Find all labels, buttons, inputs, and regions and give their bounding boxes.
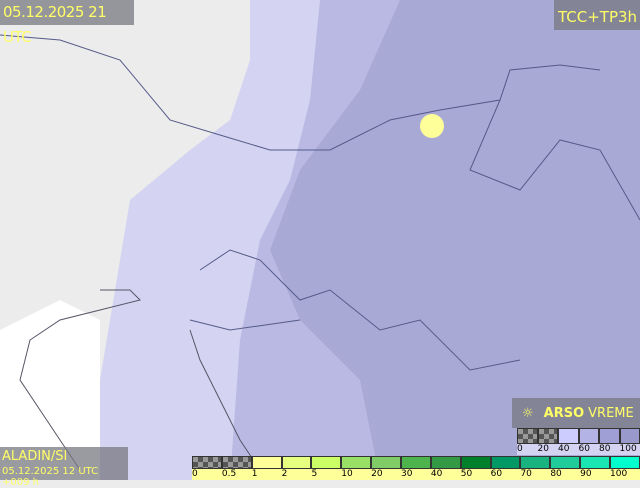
- legend-label: 100: [620, 444, 640, 455]
- legend-swatch: [282, 456, 312, 469]
- legend-label: 2: [282, 469, 312, 480]
- sun-icon: ☼: [522, 406, 534, 421]
- precipitation-legend: [192, 456, 640, 469]
- legend-label: 0: [192, 469, 222, 480]
- legend-label: 100: [610, 469, 640, 480]
- legend-label: 70: [520, 469, 550, 480]
- legend-label: 60: [579, 444, 600, 455]
- legend-label: 0.5: [222, 469, 252, 480]
- valid-time-label: 05.12.2025 21 UTC: [0, 0, 134, 25]
- legend-swatch: [538, 428, 559, 444]
- legend-swatch: [491, 456, 521, 469]
- legend-label: 80: [550, 469, 580, 480]
- logo-brand: ARSO: [544, 406, 585, 421]
- cloud-cover-legend: [517, 428, 640, 444]
- model-name: ALADIN/SI: [2, 449, 67, 464]
- legend-swatch: [580, 456, 610, 469]
- legend-label: 1: [252, 469, 282, 480]
- legend-swatch: [401, 456, 431, 469]
- product-label: TCC+TP3h: [554, 0, 640, 30]
- legend-swatch: [558, 428, 579, 444]
- legend-swatch: [252, 456, 282, 469]
- legend-label: 50: [461, 469, 491, 480]
- logo-suffix: VREME: [588, 406, 634, 421]
- legend-swatch: [192, 456, 222, 469]
- legend-swatch: [431, 456, 461, 469]
- legend-swatch: [579, 428, 600, 444]
- arso-logo: ☼ ARSO VREME: [512, 398, 640, 428]
- legend-label: 80: [599, 444, 620, 455]
- legend-label: 40: [431, 469, 461, 480]
- legend-swatch: [550, 456, 580, 469]
- legend-swatch: [599, 428, 620, 444]
- legend-label: 40: [558, 444, 579, 455]
- legend-label: 60: [491, 469, 521, 480]
- legend-swatch: [341, 456, 371, 469]
- legend-swatch: [461, 456, 491, 469]
- model-info: ALADIN/SI 05.12.2025 12 UTC +009 h: [0, 447, 128, 480]
- legend-label: 0: [517, 444, 538, 455]
- legend-swatch: [371, 456, 401, 469]
- legend-label: 5: [311, 469, 341, 480]
- legend-swatch: [520, 456, 550, 469]
- model-run: 05.12.2025 12 UTC +009 h: [2, 466, 128, 488]
- legend-label: 90: [580, 469, 610, 480]
- legend-swatch: [517, 428, 538, 444]
- legend-label: 30: [401, 469, 431, 480]
- legend-swatch: [222, 456, 252, 469]
- legend-label: 20: [371, 469, 401, 480]
- precip-area: [420, 114, 444, 138]
- legend-label: 10: [341, 469, 371, 480]
- legend-swatch: [610, 456, 640, 469]
- legend-swatch: [620, 428, 640, 444]
- legend-swatch: [311, 456, 341, 469]
- legend-label: 20: [538, 444, 559, 455]
